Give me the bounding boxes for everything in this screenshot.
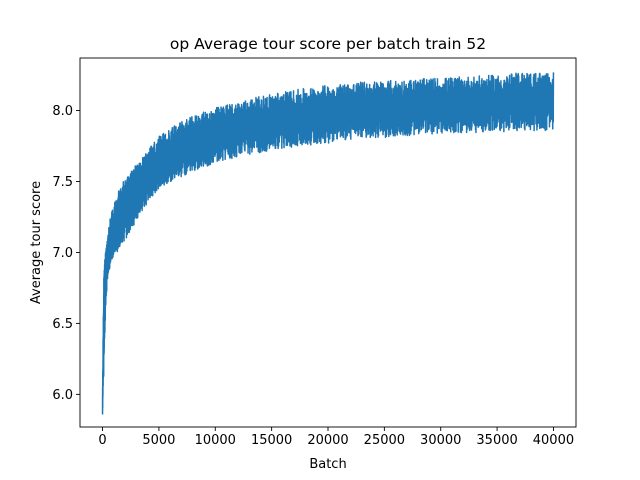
x-tick-label: 25000 <box>364 433 405 448</box>
plot-area <box>101 72 555 415</box>
y-tick-label: 6.0 <box>52 388 73 403</box>
x-tick-label: 0 <box>98 433 106 448</box>
x-tick-label: 40000 <box>533 433 574 448</box>
y-tick-label: 6.5 <box>52 317 73 332</box>
series-line <box>101 72 555 415</box>
x-tick-label: 15000 <box>251 433 292 448</box>
chart-title: op Average tour score per batch train 52 <box>170 35 486 53</box>
x-tick-label: 10000 <box>195 433 236 448</box>
y-tick-label: 7.0 <box>52 246 73 261</box>
x-axis-ticks: 0 5000 10000 15000 20000 25000 30000 35000 40000 <box>98 427 574 448</box>
y-axis-label: Average tour score <box>29 181 44 304</box>
y-tick-label: 8.0 <box>52 104 73 119</box>
x-tick-label: 35000 <box>476 433 517 448</box>
x-tick-label: 20000 <box>307 433 348 448</box>
axes-frame <box>79 57 577 428</box>
x-tick-label: 30000 <box>420 433 461 448</box>
x-axis-label: Batch <box>309 457 346 472</box>
x-tick-label: 5000 <box>142 433 175 448</box>
y-axis-ticks: 6.0 6.5 7.0 7.5 8.0 <box>52 104 80 403</box>
y-tick-label: 7.5 <box>52 175 73 190</box>
